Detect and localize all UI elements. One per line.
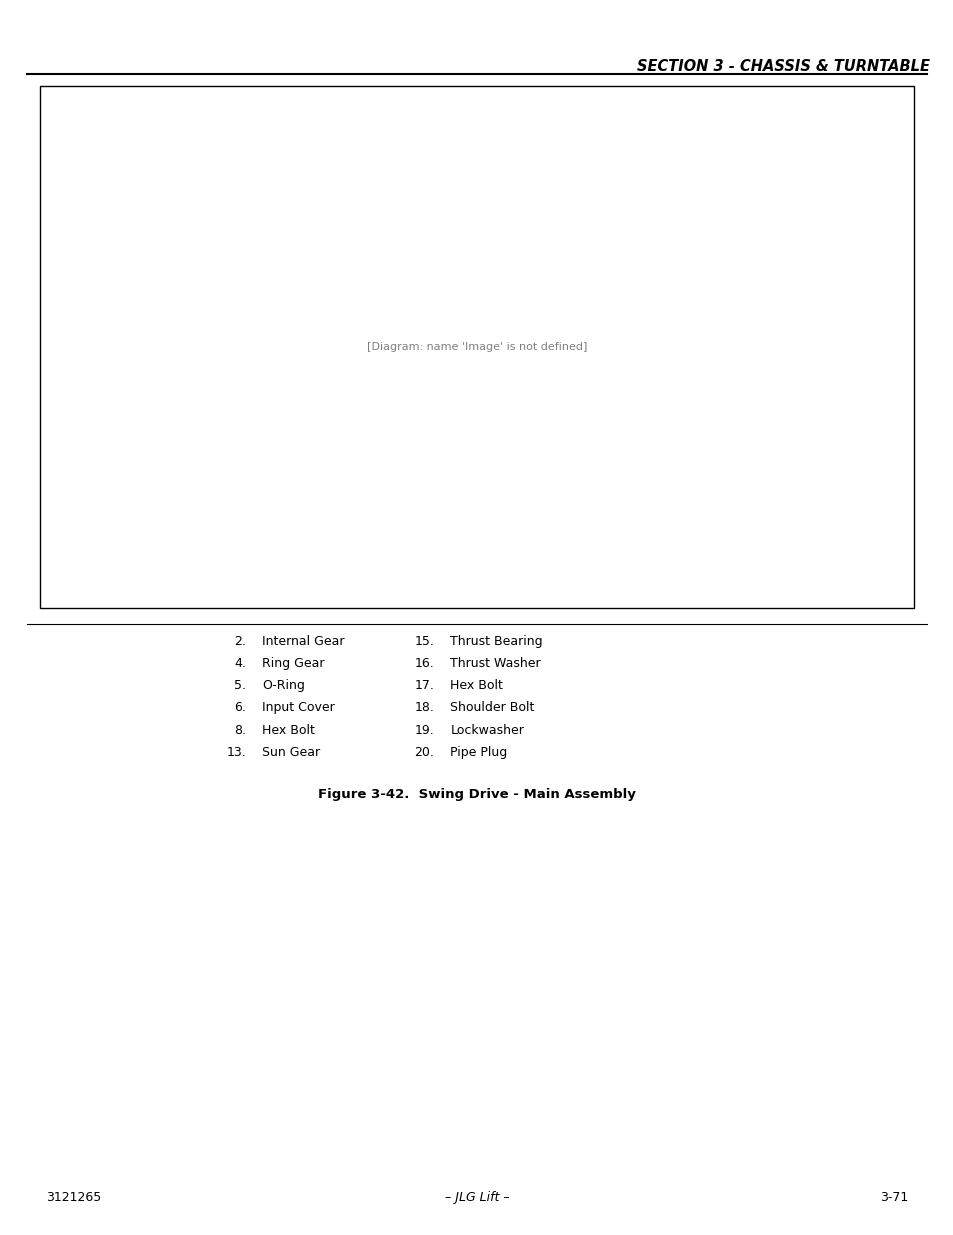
- Text: Pipe Plug: Pipe Plug: [450, 746, 507, 760]
- Text: Ring Gear: Ring Gear: [262, 657, 325, 671]
- Text: Lockwasher: Lockwasher: [450, 724, 523, 737]
- Text: Internal Gear: Internal Gear: [262, 635, 344, 648]
- Text: Figure 3-42.  Swing Drive - Main Assembly: Figure 3-42. Swing Drive - Main Assembly: [317, 788, 636, 802]
- Text: 3121265: 3121265: [46, 1192, 101, 1204]
- Text: 17.: 17.: [414, 679, 434, 693]
- Text: 6.: 6.: [234, 701, 246, 715]
- Text: – JLG Lift –: – JLG Lift –: [444, 1192, 509, 1204]
- Text: Thrust Washer: Thrust Washer: [450, 657, 540, 671]
- Text: 13.: 13.: [226, 746, 246, 760]
- Text: 15.: 15.: [414, 635, 434, 648]
- Text: Hex Bolt: Hex Bolt: [450, 679, 502, 693]
- Text: 16.: 16.: [414, 657, 434, 671]
- Text: 19.: 19.: [414, 724, 434, 737]
- Text: 4.: 4.: [234, 657, 246, 671]
- Text: Input Cover: Input Cover: [262, 701, 335, 715]
- Text: 2.: 2.: [234, 635, 246, 648]
- Text: SECTION 3 - CHASSIS & TURNTABLE: SECTION 3 - CHASSIS & TURNTABLE: [637, 59, 929, 74]
- Text: 18.: 18.: [414, 701, 434, 715]
- Text: 5.: 5.: [233, 679, 246, 693]
- Text: Thrust Bearing: Thrust Bearing: [450, 635, 542, 648]
- Text: 20.: 20.: [414, 746, 434, 760]
- Text: 8.: 8.: [233, 724, 246, 737]
- Text: Sun Gear: Sun Gear: [262, 746, 320, 760]
- Text: Hex Bolt: Hex Bolt: [262, 724, 314, 737]
- Text: [Diagram: name 'Image' is not defined]: [Diagram: name 'Image' is not defined]: [366, 342, 587, 352]
- Text: Shoulder Bolt: Shoulder Bolt: [450, 701, 534, 715]
- Text: 3-71: 3-71: [879, 1192, 907, 1204]
- Bar: [40, 86, 913, 608]
- Text: O-Ring: O-Ring: [262, 679, 305, 693]
